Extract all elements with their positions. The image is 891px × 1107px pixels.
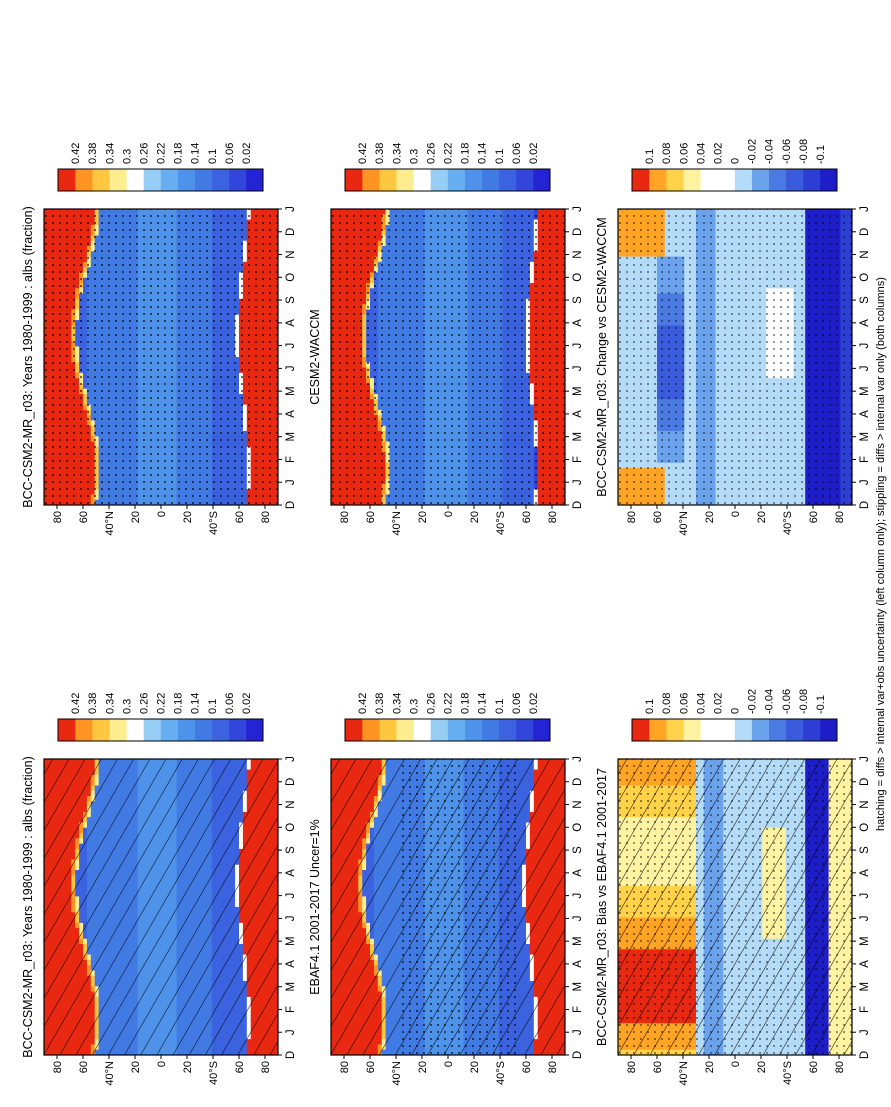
- colorbar-bin: [228, 719, 247, 741]
- month-tick-label: S: [285, 846, 297, 854]
- month-tick-label: O: [285, 823, 297, 832]
- panel-title: BCC-CSM2-MR_r03: Years 1980-1999 : albs …: [21, 206, 35, 508]
- colorbar-bin: [75, 719, 93, 741]
- month-tick-label: A: [285, 869, 297, 877]
- month-tick-label: M: [285, 982, 297, 992]
- colorbar-label: 0.06: [224, 693, 236, 714]
- lat-tick-label: 80: [260, 1061, 272, 1073]
- month-tick-label: M: [285, 936, 297, 946]
- colorbar-label: 0.3: [121, 699, 133, 714]
- lat-tick-label: 60: [234, 1061, 246, 1073]
- colorbar-bin: [58, 719, 76, 741]
- month-tick-label: N: [285, 800, 297, 808]
- month-tick-label: D: [285, 778, 297, 786]
- lat-tick-label: 40°N: [104, 1061, 116, 1086]
- lat-tick-label: 20: [182, 1061, 194, 1073]
- month-tick-label: J: [285, 1029, 297, 1035]
- lat-tick-label: 0: [156, 1061, 168, 1067]
- lat-tick-label: 60: [78, 1061, 90, 1073]
- lat-tick-label: 80: [52, 1061, 64, 1073]
- month-tick-label: J: [285, 916, 297, 922]
- colorbar-bin: [211, 719, 230, 741]
- colorbar-label: 0.42: [70, 693, 82, 714]
- month-tick-label: A: [285, 960, 297, 968]
- month-tick-label: J: [285, 756, 297, 762]
- colorbar-bin: [194, 719, 213, 741]
- panels-group: BCC-CSM2-MR_r03: Years 1980-1999 : albs …: [21, 139, 871, 1086]
- colorbar-label: 0.1: [207, 699, 219, 714]
- colorbar-label: 0.18: [173, 693, 185, 714]
- colorbar-bin: [177, 719, 195, 741]
- colorbar-label: 0.26: [138, 693, 150, 714]
- panel-top-right: BCC-CSM2-MR_r03: Years 1980-1999 : albs …: [21, 143, 297, 536]
- colorbar-bin: [92, 719, 110, 741]
- colorbar-label: 0.22: [156, 693, 168, 714]
- lat-tick-label: 20: [130, 1061, 142, 1073]
- colorbar-label: 0.34: [104, 693, 116, 714]
- month-tick-label: J: [285, 893, 297, 899]
- colorbar-label: 0.02: [241, 693, 253, 714]
- colorbar-bin: [109, 719, 127, 741]
- hatching-overlay: [44, 759, 278, 1055]
- colorbar-label: 0.38: [87, 693, 99, 714]
- colorbar-bin: [160, 719, 178, 741]
- month-tick-label: F: [285, 1006, 297, 1013]
- lat-tick-label: 40°S: [208, 1061, 220, 1085]
- colorbar: 0.02 0.06 0.1 0.14 0.18 0.22 0.26 0.3 0.34 0.38 0.…: [57, 693, 264, 742]
- month-tick-label: D: [285, 1051, 297, 1059]
- colorbar-bin: [126, 719, 144, 741]
- colorbar-label: 0.14: [190, 693, 202, 714]
- colorbar-bin: [143, 719, 161, 741]
- colorbar-bin: [245, 719, 264, 741]
- heatmap-plot: D J F M A M J J A S O N D J 80 60 40°N 20 0 20 40°S 60 80: [43, 756, 297, 1086]
- panel-top-left: BCC-CSM2-MR_r03: Years 1980-1999 : albs …: [21, 693, 297, 1086]
- panel-title: BCC-CSM2-MR_r03: Years 1980-1999 : albs …: [21, 756, 35, 1058]
